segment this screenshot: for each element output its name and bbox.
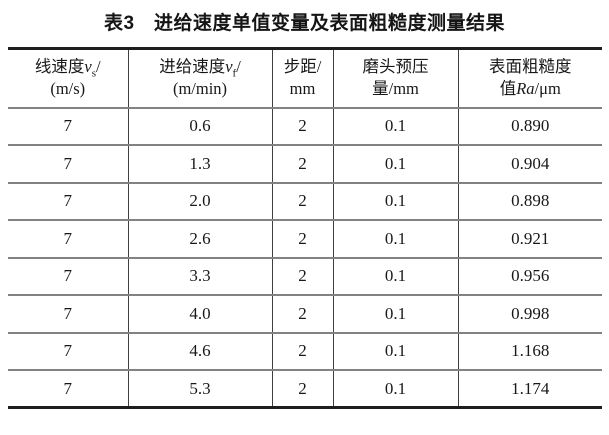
table-cell-step-distance: 2	[271, 107, 333, 146]
table-cell-surface-roughness: 0.998	[457, 295, 602, 334]
table-row: 7 4.6 2 0.1 1.168	[8, 332, 602, 371]
table-cell-grinding-head-preload: 0.1	[332, 220, 458, 259]
table-cell-grinding-head-preload: 0.1	[332, 145, 458, 184]
header-text-segment: 量/mm	[372, 79, 419, 99]
table-row: 7 2.0 2 0.1 0.898	[8, 182, 602, 221]
header-cell-grinding-head-preload: 磨头预压 量/mm	[332, 48, 458, 109]
header-line-1: 磨头预压	[336, 56, 456, 78]
header-text-segment: v	[225, 57, 233, 77]
table-cell-step-distance: 2	[271, 220, 333, 259]
header-line-2: (m/s)	[10, 78, 126, 100]
table-cell-feed-speed: 0.6	[127, 107, 272, 146]
table-cell-linear-speed: 7	[8, 145, 128, 184]
table-cell-feed-speed: 2.0	[127, 182, 272, 221]
table-cell-feed-speed: 1.3	[127, 145, 272, 184]
table-cell-linear-speed: 7	[8, 257, 128, 296]
header-text-segment: f	[232, 67, 237, 80]
table-cell-linear-speed: 7	[8, 182, 128, 221]
table-cell-grinding-head-preload: 0.1	[332, 370, 458, 408]
table-row: 7 2.6 2 0.1 0.921	[8, 220, 602, 259]
table-cell-grinding-head-preload: 0.1	[332, 257, 458, 296]
table-cell-step-distance: 2	[271, 257, 333, 296]
header-text-segment: mm	[289, 79, 316, 99]
header-text-segment: 线速度	[34, 57, 85, 77]
table-title: 表3 进给速度单值变量及表面粗糙度测量结果	[103, 13, 506, 34]
header-cell-feed-speed: 进给速度vf/(m/min)	[127, 48, 272, 109]
table-cell-step-distance: 2	[271, 370, 333, 408]
header-line-1: 进给速度vf/	[131, 56, 270, 80]
header-line-2: (m/min)	[131, 78, 270, 100]
table-cell-linear-speed: 7	[8, 332, 128, 371]
header-line-2: 量/mm	[336, 78, 456, 100]
table-cell-linear-speed: 7	[8, 107, 128, 146]
header-text-segment: /	[236, 57, 241, 77]
table-cell-grinding-head-preload: 0.1	[332, 182, 458, 221]
table-row: 7 3.3 2 0.1 0.956	[8, 257, 602, 296]
header-text-segment: 表面粗糙度	[489, 57, 572, 77]
data-table: 线速度vs/(m/s) 进给速度vf/(m/min) 步距/mm 磨头预压 量/mm 表面…	[8, 47, 602, 409]
header-text-segment: 进给速度	[159, 57, 226, 77]
header-cell-surface-roughness: 表面粗糙度 值Ra/μm	[457, 48, 602, 109]
table-cell-feed-speed: 4.6	[127, 332, 272, 371]
table-cell-surface-roughness: 0.898	[457, 182, 602, 221]
table-cell-step-distance: 2	[271, 332, 333, 371]
header-line-2: mm	[275, 78, 331, 100]
table-cell-linear-speed: 7	[8, 295, 128, 334]
table-cell-feed-speed: 4.0	[127, 295, 272, 334]
header-cell-step-distance: 步距/mm	[271, 48, 333, 109]
header-text-segment: /	[96, 57, 101, 77]
table-cell-grinding-head-preload: 0.1	[332, 332, 458, 371]
header-text-segment: (m/min)	[172, 79, 228, 99]
table-cell-feed-speed: 2.6	[127, 220, 272, 259]
table-header-row: 线速度vs/(m/s) 进给速度vf/(m/min) 步距/mm 磨头预压 量/mm 表面…	[8, 48, 602, 109]
header-line-2: 值Ra/μm	[461, 78, 601, 100]
table-row: 7 4.0 2 0.1 0.998	[8, 295, 602, 334]
table-cell-grinding-head-preload: 0.1	[332, 107, 458, 146]
table-cell-linear-speed: 7	[63, 378, 73, 398]
header-text-segment: (m/s)	[50, 79, 86, 99]
table-cell-surface-roughness: 0.904	[457, 145, 602, 184]
table-cell-step-distance: 2	[271, 145, 333, 184]
table-cell-step-distance: 2	[271, 295, 333, 334]
header-text-segment: 磨头预压	[362, 57, 429, 77]
table-cell-feed-speed: 3.3	[127, 257, 272, 296]
table-cell-surface-roughness: 1.174	[457, 370, 602, 408]
table-cell-grinding-head-preload: 0.1	[332, 295, 458, 334]
header-text-segment: /μm	[534, 79, 561, 99]
header-text-segment: 值	[499, 79, 517, 99]
header-text-segment: v	[84, 57, 92, 77]
table-body: 7 0.6 2 0.1 0.890 7 1.3 2 0.1 0.904 7 2.0 2 0.1 0.898 7…	[8, 107, 602, 408]
header-cell-linear-speed: 线速度vs/(m/s)	[8, 48, 128, 109]
header-text-segment: 步距/	[283, 57, 322, 77]
header-line-1: 步距/	[275, 56, 331, 78]
table-cell-surface-roughness: 0.890	[457, 107, 602, 146]
table-cell-surface-roughness: 0.956	[457, 257, 602, 296]
table-row: 7 5.3 2 0.1 1.174	[8, 370, 602, 408]
table-cell-linear-speed: 7	[8, 220, 128, 259]
table-row: 7 1.3 2 0.1 0.904	[8, 145, 602, 184]
header-line-1: 线速度vs/	[10, 56, 126, 80]
table-cell-surface-roughness: 1.168	[457, 332, 602, 371]
table-cell-feed-speed: 5.3	[127, 370, 272, 408]
table-cell-surface-roughness: 0.921	[457, 220, 602, 259]
header-text-segment: s	[91, 67, 96, 80]
header-text-segment: Ra	[516, 79, 535, 99]
header-line-1: 表面粗糙度	[461, 56, 601, 78]
table-cell-step-distance: 2	[271, 182, 333, 221]
table-row: 7 0.6 2 0.1 0.890	[8, 107, 602, 146]
